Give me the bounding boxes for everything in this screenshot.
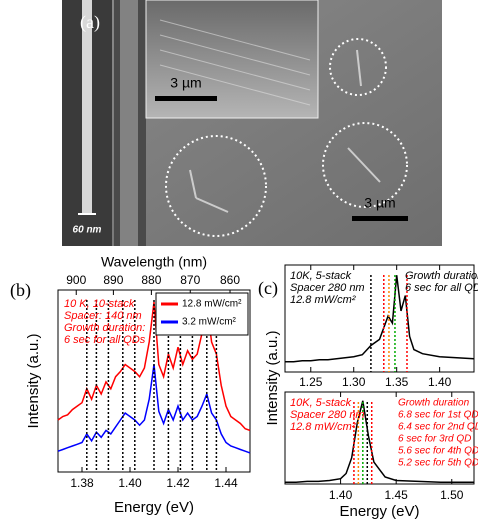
annotation: 6 sec for all QDs — [405, 282, 478, 294]
x2-axis-label: Wavelength (nm) — [101, 254, 207, 270]
annotation: Spacer 280 nm — [290, 282, 365, 294]
y-axis-label: Intensity (a.u.) — [264, 330, 281, 425]
x2-tick-label: 900 — [66, 273, 86, 287]
y-axis-label: Intensity (a.u.) — [25, 333, 42, 428]
legend-label: 12.8 mW/cm² — [182, 299, 242, 310]
annotation: Spacer: 140 nm — [64, 310, 142, 322]
x-tick-label: 1.35 — [385, 375, 409, 389]
plot-frame — [57, 289, 251, 473]
annotation: 6.8 sec for 1st QD — [398, 410, 478, 421]
annotation: 10 K, 10-stack — [64, 298, 135, 310]
spectrum-line — [285, 275, 475, 363]
x2-tick-label: 880 — [141, 273, 161, 287]
x-tick-label: 1.45 — [384, 488, 408, 502]
x2-tick-label: 890 — [103, 273, 123, 287]
x2-tick-label: 860 — [220, 273, 240, 287]
x-tick-label: 1.44 — [214, 476, 238, 490]
panel-label: (b) — [10, 280, 31, 301]
x-tick-label: 1.40 — [329, 488, 353, 502]
annotation: 12.8 mW/cm² — [290, 294, 356, 306]
annotation: Growth duration — [405, 270, 478, 282]
x-tick-label: 1.42 — [166, 476, 190, 490]
legend-label: 3.2 mW/cm² — [182, 317, 237, 328]
x-tick-label: 1.40 — [118, 476, 142, 490]
plot-frame — [284, 391, 475, 485]
annotation: 10K, 5-stack — [290, 397, 352, 409]
x2-tick-label: 870 — [180, 273, 200, 287]
annotation: 12.8 mW/cm² — [290, 421, 356, 433]
legend-box — [155, 292, 249, 336]
spectrum-line — [285, 400, 474, 483]
annotation: Growth duration: — [64, 322, 145, 334]
x-tick-label: 1.30 — [342, 375, 366, 389]
spectrum-line — [57, 302, 251, 432]
annotation: 6.4 sec for 2nd QD — [398, 422, 478, 433]
x-tick-label: 1.25 — [299, 375, 323, 389]
annotation: 5.6 sec for 4th QD — [398, 446, 478, 457]
x-axis-label: Energy (eV) — [339, 503, 419, 520]
x-tick-label: 1.40 — [428, 375, 452, 389]
x-tick-label: 1.50 — [440, 488, 464, 502]
annotation: Growth duration — [398, 398, 470, 409]
scale-label: 3 µm — [364, 195, 395, 211]
panel-label: (a) — [80, 12, 100, 33]
x-tick-label: 1.38 — [70, 476, 94, 490]
plot-frame — [284, 264, 475, 373]
annotation: 6 sec for 3rd QD — [398, 434, 471, 445]
panel-label: (c) — [258, 278, 278, 299]
annotation: 10K, 5-stack — [290, 270, 352, 282]
scale-label: 3 µm — [170, 75, 201, 91]
diameter-label: 60 nm — [73, 225, 102, 236]
x-axis-label: Energy (eV) — [114, 499, 194, 516]
annotation: Spacer 280 nm — [290, 409, 365, 421]
annotation: 6 sec for all QDs — [64, 334, 146, 346]
annotation: 5.2 sec for 5th QD — [398, 458, 478, 469]
sem-image — [62, 0, 442, 246]
